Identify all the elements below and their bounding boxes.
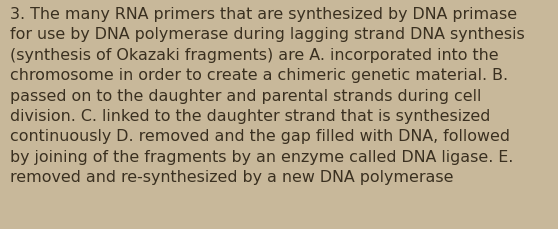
Text: 3. The many RNA primers that are synthesized by DNA primase
for use by DNA polym: 3. The many RNA primers that are synthes…	[10, 7, 525, 184]
